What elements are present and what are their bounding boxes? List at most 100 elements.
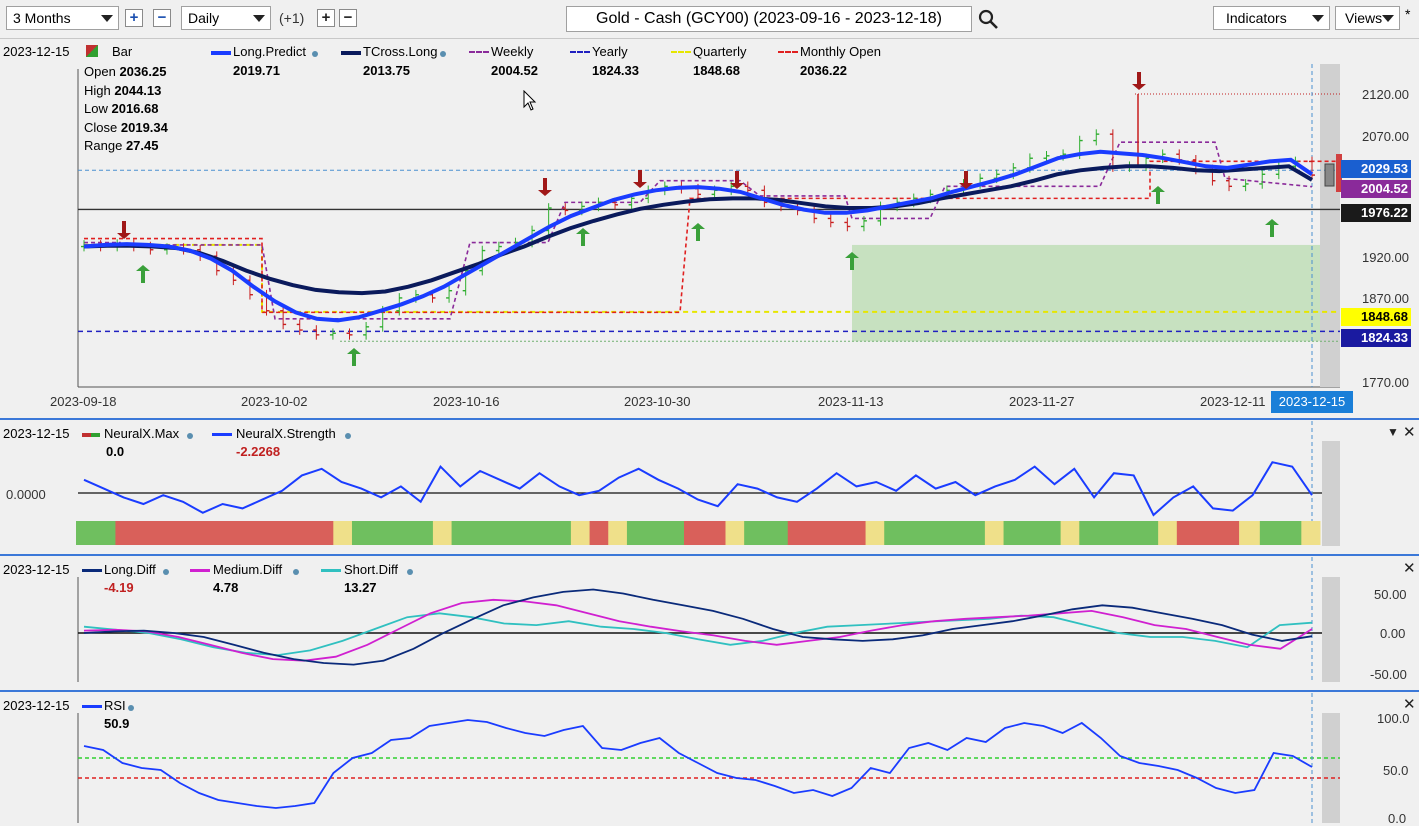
- long-predict-swatch: [211, 51, 231, 55]
- settings-dot-icon[interactable]: [293, 569, 299, 575]
- buy-signal-arrow: [136, 265, 150, 283]
- price-tag-weekly: 2004.52: [1341, 180, 1411, 198]
- weekly-value: 2004.52: [491, 63, 538, 78]
- interval-select[interactable]: Daily: [181, 6, 271, 30]
- offset-label: (+1): [279, 10, 305, 26]
- long-diff-swatch: [82, 569, 102, 572]
- future-strip: [1322, 713, 1340, 823]
- buy-signal-arrow-shape: [1265, 219, 1279, 237]
- diff-chart-canvas[interactable]: [0, 557, 1419, 690]
- sell-signal-arrow: [1132, 72, 1146, 90]
- ohlc-open-value: 2036.25: [119, 64, 167, 79]
- price-tag-edge: [1336, 154, 1342, 192]
- signal-bar-segment: [1060, 521, 1080, 545]
- short-diff-swatch: [321, 569, 341, 572]
- range-select[interactable]: 3 Months: [6, 6, 119, 30]
- settings-dot-icon[interactable]: [345, 433, 351, 439]
- price-axis-tick: 2070.00: [1362, 129, 1409, 144]
- zoom-out-button[interactable]: −: [153, 9, 171, 27]
- buy-signal-arrow: [1265, 219, 1279, 237]
- chevron-down-icon: [253, 15, 265, 22]
- signal-bar-segment: [432, 521, 453, 545]
- neuralx-strength-label: NeuralX.Strength: [236, 426, 336, 441]
- interval-select-value: Daily: [188, 10, 220, 26]
- future-strip: [1322, 577, 1340, 682]
- signal-bar-segment: [1158, 521, 1178, 545]
- ohlc-high-label: High: [84, 83, 111, 98]
- signal-bar-segment: [984, 521, 1005, 545]
- neuralx-max-label: NeuralX.Max: [104, 426, 180, 441]
- buy-signal-arrow: [845, 252, 859, 270]
- chevron-down-icon: [1312, 15, 1324, 22]
- pane-divider[interactable]: [0, 554, 1419, 556]
- neuralx-chart-canvas[interactable]: [0, 421, 1419, 554]
- settings-dot-icon[interactable]: [407, 569, 413, 575]
- bar-legend-label: Bar: [112, 44, 133, 59]
- weekly-level-line: [84, 141, 1313, 320]
- date-tick: 2023-12-11: [1200, 394, 1266, 409]
- medium-diff-label: Medium.Diff: [213, 562, 283, 577]
- buy-signal-arrow: [576, 228, 590, 246]
- sell-signal-arrow-shape: [1132, 72, 1146, 90]
- price-axis-tick: 1920.00: [1362, 250, 1409, 265]
- collapse-pane-icon[interactable]: ▼: [1387, 425, 1399, 439]
- close-pane-icon[interactable]: ✕: [1403, 560, 1416, 577]
- chevron-down-icon: [1382, 15, 1394, 22]
- price-tag-last: 2029.53: [1341, 160, 1411, 178]
- symbol-title-field[interactable]: Gold - Cash (GCY00) (2023-09-16 - 2023-1…: [566, 6, 972, 32]
- settings-dot-icon[interactable]: [187, 433, 193, 439]
- ohlc-open-label: Open: [84, 64, 116, 79]
- ohlc-range-value: 27.45: [125, 138, 159, 153]
- buy-signal-arrow-shape: [691, 223, 705, 241]
- close-pane-icon[interactable]: ✕: [1403, 696, 1416, 713]
- quarterly-label: Quarterly: [693, 44, 747, 59]
- close-pane-icon[interactable]: ✕: [1403, 424, 1416, 441]
- settings-dot-icon[interactable]: [440, 51, 446, 57]
- pane-divider[interactable]: [0, 690, 1419, 692]
- date-tick: 2023-11-27: [1009, 394, 1075, 409]
- buy-signal-arrow: [691, 223, 705, 241]
- signal-bar-segment: [1239, 521, 1261, 545]
- buy-signal-arrow-shape: [576, 228, 590, 246]
- price-axis-tick: 1770.00: [1362, 375, 1409, 390]
- rsi-chart-canvas[interactable]: [0, 693, 1419, 825]
- sell-signal-arrow: [730, 171, 744, 189]
- add-offset-button[interactable]: +: [317, 9, 335, 27]
- sell-signal-arrow: [633, 170, 647, 188]
- settings-dot-icon[interactable]: [128, 705, 134, 711]
- signal-bar-segment: [725, 521, 745, 545]
- settings-dot-icon[interactable]: [163, 569, 169, 575]
- ohlc-high-value: 2044.13: [114, 83, 162, 98]
- signal-bar-segment: [1259, 521, 1302, 545]
- rsi-label: RSI: [104, 698, 126, 713]
- signal-bar-segment: [76, 521, 116, 545]
- long-predict-line: [83, 149, 1314, 323]
- diff-axis-tick: -50.00: [1370, 667, 1407, 682]
- medium-diff-value: 4.78: [213, 580, 239, 595]
- long-predict-value: 2019.71: [233, 63, 280, 78]
- price-chart-canvas[interactable]: [0, 39, 1419, 419]
- pin-icon[interactable]: *: [1405, 6, 1411, 22]
- date-tick: 2023-11-13: [818, 394, 884, 409]
- search-icon[interactable]: [978, 9, 1000, 29]
- signal-bar-segment: [1003, 521, 1062, 545]
- mouse-cursor-icon: [523, 90, 537, 111]
- remove-offset-button[interactable]: −: [339, 9, 357, 27]
- views-dropdown[interactable]: Views: [1335, 6, 1400, 30]
- date-tick: 2023-10-30: [624, 394, 691, 409]
- signal-bar-segment: [626, 521, 685, 545]
- settings-dot-icon[interactable]: [312, 51, 318, 57]
- short-diff-line: [83, 612, 1313, 657]
- date-tick: 2023-10-16: [433, 394, 500, 409]
- current-date-tag: 2023-12-15: [1271, 391, 1353, 413]
- zoom-in-button[interactable]: +: [125, 9, 143, 27]
- price-pane-date: 2023-12-15: [3, 44, 70, 59]
- buy-signal-arrow-shape: [1151, 186, 1165, 204]
- yearly-swatch: [570, 51, 590, 53]
- symbol-title: Gold - Cash (GCY00) (2023-09-16 - 2023-1…: [596, 10, 942, 27]
- indicators-dropdown[interactable]: Indicators: [1213, 6, 1330, 30]
- pane-divider[interactable]: [0, 418, 1419, 420]
- tcross-long-swatch: [341, 51, 361, 55]
- neuralx-max-swatch: [82, 433, 100, 437]
